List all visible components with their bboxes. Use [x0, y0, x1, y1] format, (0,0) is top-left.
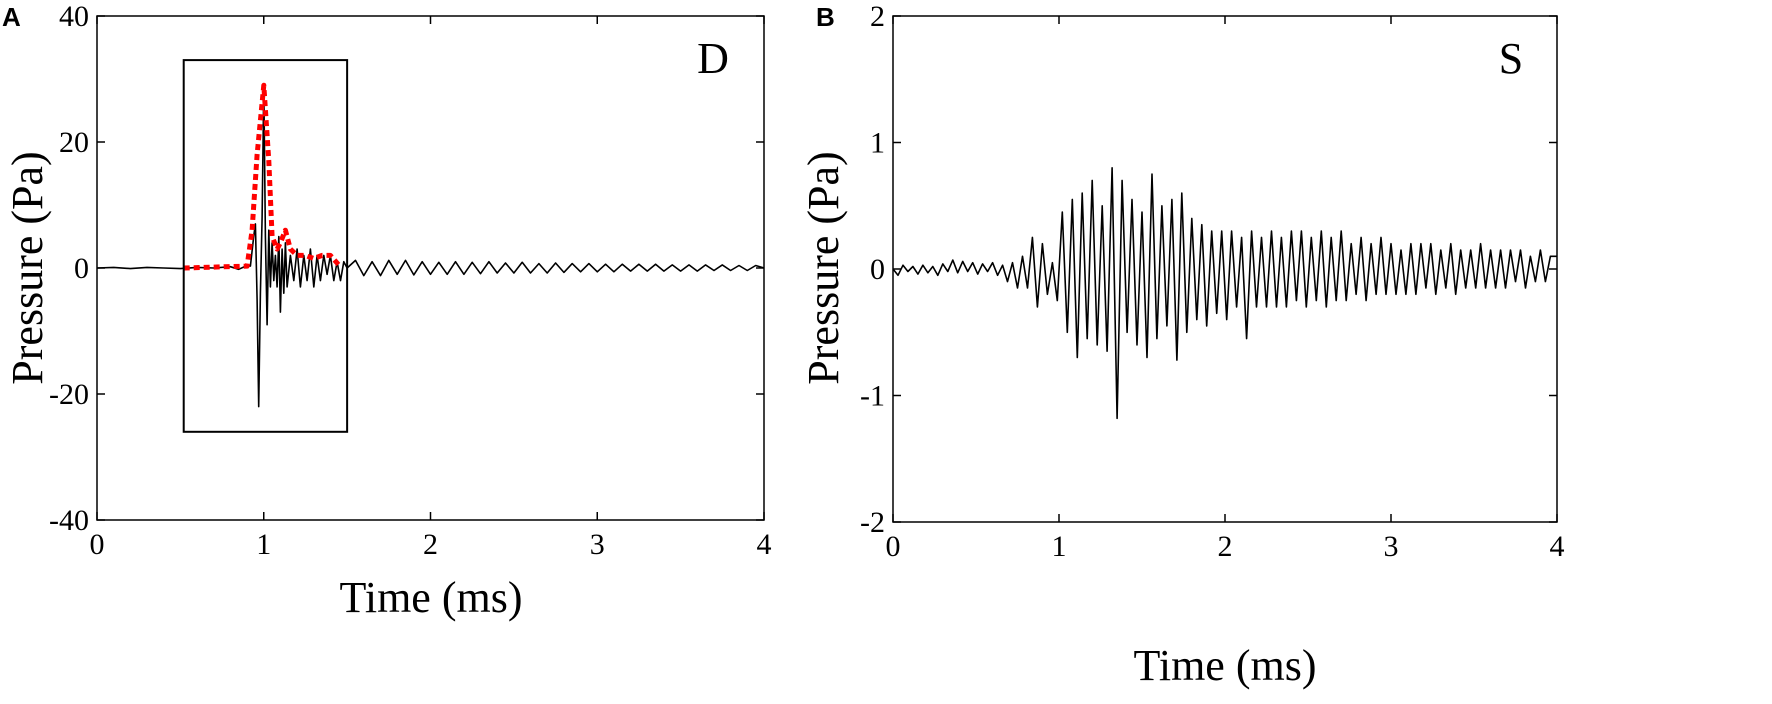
panel-a-y-tick-label: -20 — [49, 378, 89, 411]
panel-b-y-tick-label: -1 — [860, 380, 885, 413]
panel-b-y-tick-label: 1 — [870, 127, 885, 160]
panel-b-y-axis-label: Pressure (Pa) — [799, 151, 848, 384]
panel-b-y-tick-label: 0 — [870, 253, 885, 286]
panel-a-x-tick-label: 2 — [423, 528, 438, 561]
panel-a-chart: A 0 1 2 3 4 -40 -20 0 20 40 D Time (ms) Pressure … — [2, 0, 772, 622]
panel-a-y-tick-label: -40 — [49, 504, 89, 537]
panel-b-x-tick-label: 4 — [1550, 530, 1565, 563]
panel-a-x-tick-label: 0 — [90, 528, 105, 561]
panel-a-x-tick-label: 3 — [590, 528, 605, 561]
panel-b-plot-area: 0 1 2 3 4 -2 -1 0 1 2 — [860, 0, 1565, 563]
panel-b-chart: B 0 1 2 3 4 -2 -1 0 1 2 S Time (ms) Pressure (Pa) — [799, 0, 1565, 690]
panel-b-x-tick-label: 2 — [1218, 530, 1233, 563]
panel-b-corner-label: S — [1499, 34, 1523, 83]
panel-b-y-tick-label: -2 — [860, 506, 885, 539]
panel-a-y-tick-label: 40 — [59, 0, 89, 33]
panel-a-y-tick-label: 20 — [59, 126, 89, 159]
panel-b-series-0-line — [892, 167, 1557, 420]
panel-a-y-axis-label: Pressure (Pa) — [3, 151, 52, 384]
panel-b-x-tick-label: 0 — [886, 530, 901, 563]
panel-b-letter: B — [816, 2, 835, 32]
panel-a-x-tick-label: 1 — [256, 528, 271, 561]
panel-a-corner-label: D — [697, 34, 729, 83]
panel-a-annotation-box — [182, 59, 349, 433]
panel-b-x-tick-label: 1 — [1052, 530, 1067, 563]
panel-b-axes-frame — [892, 15, 1558, 523]
panel-a-y-tick-label: 0 — [74, 252, 89, 285]
panel-b-y-tick-label: 2 — [870, 0, 885, 33]
panel-b-x-axis-label: Time (ms) — [1134, 641, 1317, 690]
panel-b-x-tick-label: 3 — [1384, 530, 1399, 563]
panel-a-x-tick-label: 4 — [757, 528, 772, 561]
panel-a-plot-area: 0 1 2 3 4 -40 -20 0 20 40 — [49, 0, 772, 561]
panel-a-x-axis-label: Time (ms) — [340, 573, 523, 622]
panel-a-series-1-dotted-line — [183, 82, 341, 271]
panel-a-letter: A — [2, 2, 21, 32]
panel-a-series-0-line — [96, 84, 765, 408]
